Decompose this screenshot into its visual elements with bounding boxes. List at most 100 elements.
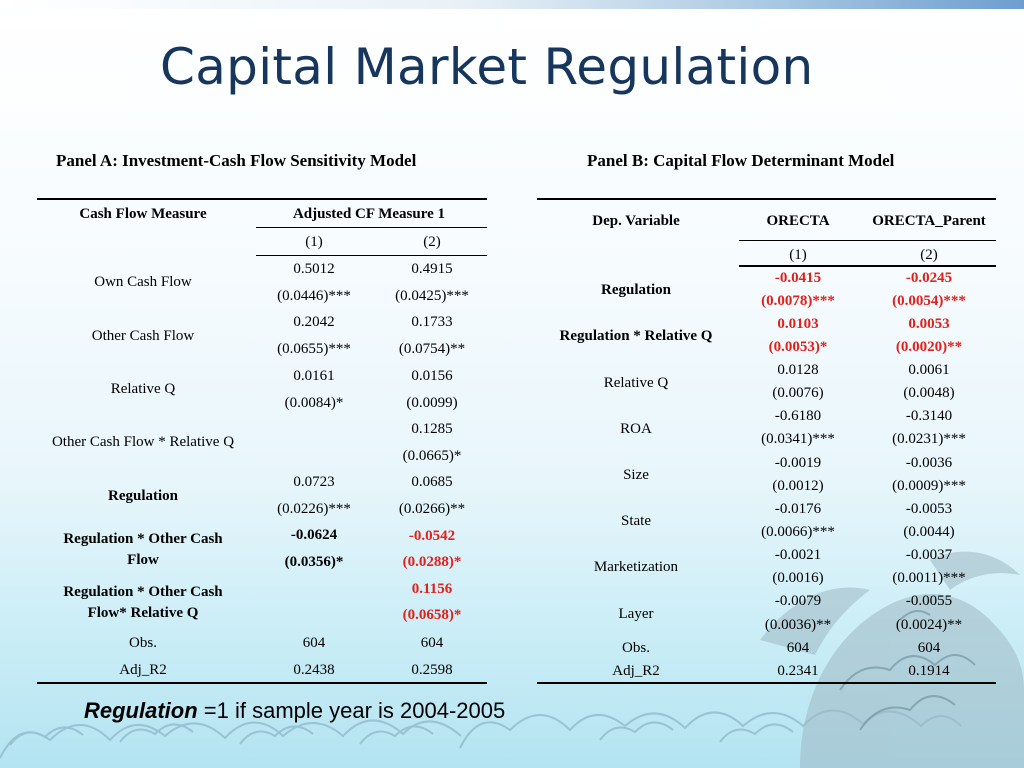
panel-b-stderr: (0.0024)** xyxy=(895,617,963,633)
panel-b-stderr: (0.0016) xyxy=(772,570,824,586)
panel-b-coef: -0.0037 xyxy=(905,547,953,563)
panel-a-bottom-rule xyxy=(37,682,487,684)
panel-a-stderr: (0.0446)*** xyxy=(277,288,351,304)
panel-b-col2-number: (2) xyxy=(920,247,938,263)
panel-b-stderr: (0.0048) xyxy=(903,385,955,401)
panel-b-top-rule xyxy=(537,198,996,200)
panel-a-row-label: Relative Q xyxy=(110,381,176,397)
panel-b-stderr: (0.0012) xyxy=(772,478,824,494)
panel-a-header-rule xyxy=(256,255,487,256)
panel-a-group-rule xyxy=(256,227,487,228)
panel-a-col1-number: (1) xyxy=(305,234,323,250)
panel-a-coef: 0.1156 xyxy=(411,581,453,597)
panel-b-adj-label: Adj_R2 xyxy=(612,663,660,679)
panel-b-dep-header: Dep. Variable xyxy=(592,213,680,229)
panel-a-col2-number: (2) xyxy=(423,234,441,250)
panel-a-coef: 0.0161 xyxy=(293,368,335,384)
panel-b-obs-value: 604 xyxy=(917,640,941,656)
panel-a-coef: -0.0624 xyxy=(290,527,338,543)
panel-b-coef: -0.0053 xyxy=(905,501,953,517)
panel-b-row-label: Regulation * Relative Q xyxy=(559,328,713,344)
panel-b-stderr: (0.0066)*** xyxy=(761,524,835,540)
panel-b-stderr: (0.0053)* xyxy=(768,339,828,355)
panel-b-row-label: Size xyxy=(623,467,649,483)
panel-b-coef: -0.0176 xyxy=(774,501,822,517)
panel-b-obs-label: Obs. xyxy=(622,640,650,656)
panel-a-obs-label: Obs. xyxy=(129,635,157,651)
panel-b-row-label: ROA xyxy=(620,421,652,437)
panel-b-row-label: Relative Q xyxy=(603,375,669,391)
panel-a-stderr: (0.0754)** xyxy=(398,341,466,357)
panel-b-stderr: (0.0076) xyxy=(772,385,824,401)
panel-b-row-label: State xyxy=(621,513,651,529)
panel-a-stderr: (0.0288)* xyxy=(402,554,462,570)
panel-b-coef: -0.0415 xyxy=(774,270,822,286)
panel-a-coef: 0.0156 xyxy=(411,368,453,384)
panel-a-stderr: (0.0655)*** xyxy=(277,341,351,357)
panel-a-stderr: (0.0226)*** xyxy=(277,501,351,517)
panel-a-row-label: Regulation * Other Cash Flow xyxy=(63,531,223,568)
panel-b-stderr: (0.0044) xyxy=(903,524,955,540)
panel-a-obs-value: 604 xyxy=(302,635,326,651)
panel-a-coef: 0.0723 xyxy=(293,474,335,490)
panel-b-coef: -0.0079 xyxy=(774,593,822,609)
footnote: Regulation =1 if sample year is 2004-200… xyxy=(84,698,505,724)
panel-a-coef: -0.0542 xyxy=(408,528,456,544)
panel-b-coef: -0.3140 xyxy=(905,408,953,424)
panel-b-stderr: (0.0009)*** xyxy=(892,478,966,494)
panel-b-coef: -0.6180 xyxy=(774,408,822,424)
panel-a-coef: 0.1285 xyxy=(411,421,453,437)
panel-b-coef: -0.0055 xyxy=(905,593,953,609)
panel-a-stderr: (0.0084)* xyxy=(284,395,344,411)
panel-b-stderr: (0.0341)*** xyxy=(761,431,835,447)
panel-b-coef: 0.0053 xyxy=(908,316,950,332)
panel-a-group-header: Adjusted CF Measure 1 xyxy=(292,206,446,222)
panel-a-stderr: (0.0425)*** xyxy=(395,288,469,304)
panel-b-stderr: (0.0011)*** xyxy=(892,570,966,586)
panel-a-col-header: Cash Flow Measure xyxy=(79,206,207,222)
footnote-definition: =1 if sample year is 2004-2005 xyxy=(197,698,506,723)
panel-b-obs-value: 604 xyxy=(786,640,810,656)
panel-b-adj-value: 0.1914 xyxy=(908,663,950,679)
panel-b-stderr: (0.0036)** xyxy=(764,617,832,633)
panel-b-subheader-rule xyxy=(739,265,996,267)
panel-b-coef: 0.0061 xyxy=(908,362,950,378)
panel-a-stderr: (0.0665)* xyxy=(402,448,462,464)
panel-b-stderr: (0.0078)*** xyxy=(761,293,835,309)
panel-b-row-label: Regulation xyxy=(600,282,671,298)
panel-a-title: Panel A: Investment-Cash Flow Sensitivit… xyxy=(56,151,417,170)
panel-b-coef: -0.0036 xyxy=(905,455,953,471)
panel-a-row-label: Own Cash Flow xyxy=(94,274,192,290)
panel-b-coef: 0.0103 xyxy=(777,316,819,332)
panel-a-coef: 0.4915 xyxy=(411,261,453,277)
panel-b-adj-value: 0.2341 xyxy=(777,663,819,679)
panel-b-coef: 0.0128 xyxy=(777,362,819,378)
panel-b-bottom-rule xyxy=(537,682,996,684)
panel-a-adj-label: Adj_R2 xyxy=(119,662,167,678)
panel-b-coef: -0.0019 xyxy=(774,455,822,471)
panel-a-coef: 0.5012 xyxy=(293,261,335,277)
footnote-variable: Regulation xyxy=(84,698,198,723)
panel-a-row-label: Regulation * Other Cash Flow* Relative Q xyxy=(63,584,223,621)
panel-a-obs-value: 604 xyxy=(420,635,444,651)
panel-a-stderr: (0.0658)* xyxy=(402,607,462,623)
panel-b-title: Panel B: Capital Flow Determinant Model xyxy=(587,151,895,170)
panel-a-row-label: Regulation xyxy=(107,488,178,504)
panel-a-adj-value: 0.2438 xyxy=(293,662,335,678)
panel-b-col1-number: (1) xyxy=(789,247,807,263)
panel-a-stderr: (0.0099) xyxy=(406,395,458,411)
panel-b-row-label: Marketization xyxy=(593,559,679,575)
panel-a-adj-value: 0.2598 xyxy=(411,662,453,678)
panel-a-row-label: Other Cash Flow xyxy=(91,328,195,344)
panel-a-coef: 0.2042 xyxy=(293,314,335,330)
panel-b-row-label: Layer xyxy=(618,606,654,622)
panel-b-c2-header: ORECTA_Parent xyxy=(872,213,986,229)
panel-a-stderr: (0.0266)** xyxy=(398,501,466,517)
panel-b-c1-header: ORECTA xyxy=(766,213,830,229)
panel-a-row-label: Other Cash Flow * Relative Q xyxy=(51,434,235,450)
panel-a-coef: 0.1733 xyxy=(411,314,453,330)
panel-b-stderr: (0.0231)*** xyxy=(892,431,966,447)
page-title: Capital Market Regulation xyxy=(160,38,814,96)
panel-b-stderr: (0.0054)*** xyxy=(892,293,966,309)
